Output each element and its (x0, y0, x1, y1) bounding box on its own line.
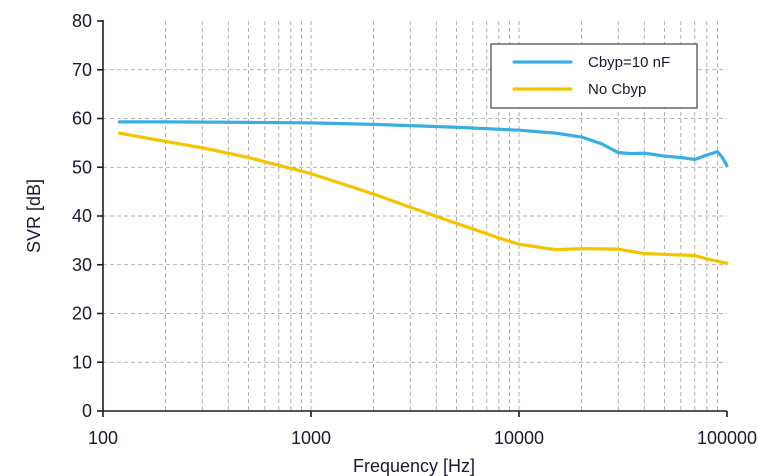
x-tick-label: 100000 (697, 428, 757, 448)
y-tick-label: 50 (72, 157, 92, 177)
y-tick-label: 60 (72, 109, 92, 129)
x-axis-title: Frequency [Hz] (353, 456, 475, 476)
legend-label: Cbyp=10 nF (588, 54, 670, 71)
y-tick-label: 40 (72, 206, 92, 226)
y-tick-label: 30 (72, 255, 92, 275)
y-tick-label: 70 (72, 60, 92, 80)
y-axis-title: SVR [dB] (24, 179, 44, 253)
series-line-no-cbyp (117, 131, 729, 265)
legend-box (490, 43, 698, 109)
legend: Cbyp=10 nF No Cbyp (490, 43, 698, 109)
y-tick-label: 20 (72, 304, 92, 324)
y-tick-label: 0 (82, 401, 92, 421)
series-line-cbyp-10nf (117, 120, 729, 168)
legend-label: No Cbyp (588, 81, 646, 98)
x-tick-label: 10000 (494, 428, 544, 448)
y-tick-label: 10 (72, 352, 92, 372)
x-tick-label: 1000 (291, 428, 331, 448)
x-tick-label: 100 (88, 428, 118, 448)
axes: 0 10 20 30 40 50 60 70 80 100 1000 10000 100000 (72, 11, 757, 448)
series-layer (117, 120, 729, 265)
y-tick-label: 80 (72, 11, 92, 31)
